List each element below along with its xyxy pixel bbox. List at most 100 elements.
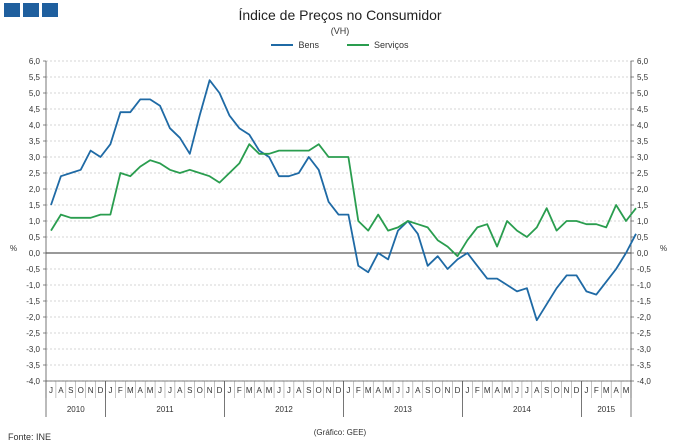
y-tick-label-left: 5,0 — [29, 89, 41, 98]
chart-subtitle: (VH) — [330, 26, 350, 36]
x-tick-label-month: D — [98, 386, 104, 395]
y-tick-label-right: 3,0 — [637, 153, 649, 162]
y-tick-label-left: 2,0 — [29, 185, 41, 194]
y-tick-label-left: 4,0 — [29, 121, 41, 130]
y-tick-label-left: -3,5 — [26, 361, 40, 370]
y-tick-label-right: -1,0 — [637, 281, 651, 290]
x-tick-label-year: 2014 — [513, 405, 531, 414]
x-tick-label-month: S — [68, 386, 73, 395]
y-tick-label-right: 3,5 — [637, 137, 649, 146]
logo-square-icon — [42, 3, 58, 17]
x-tick-label-month: J — [396, 386, 400, 395]
x-tick-label-year: 2010 — [67, 405, 85, 414]
y-tick-label-right: 5,5 — [637, 73, 649, 82]
y-tick-label-left: 0,0 — [29, 249, 41, 258]
legend-swatch-servicos — [347, 44, 369, 46]
x-tick-label-month: F — [594, 386, 599, 395]
x-tick-label-month: A — [296, 386, 302, 395]
x-tick-label-month: D — [336, 386, 342, 395]
x-tick-label-month: J — [277, 386, 281, 395]
logo-square-icon — [4, 3, 20, 17]
legend-swatch-bens — [271, 44, 294, 46]
x-tick-label-month: D — [574, 386, 580, 395]
x-tick-label-month: S — [306, 386, 311, 395]
x-tick-label-month: A — [415, 386, 421, 395]
y-axis-label-right: % — [660, 244, 667, 253]
x-tick-label-month: M — [127, 386, 134, 395]
y-tick-label-right: 2,0 — [637, 185, 649, 194]
legend-item-servicos: Serviços — [347, 40, 409, 50]
x-tick-label-month: F — [237, 386, 242, 395]
x-tick-label-year: 2015 — [597, 405, 615, 414]
x-tick-label-month: A — [494, 386, 500, 395]
x-tick-label-year: 2013 — [394, 405, 412, 414]
chart-credit: (Gráfico: GEE) — [313, 428, 367, 437]
x-tick-label-month: O — [554, 386, 560, 395]
series-line-bens — [50, 79, 637, 322]
x-tick-label-month: O — [316, 386, 322, 395]
x-tick-label-month: M — [385, 386, 392, 395]
logo-square-icon — [23, 3, 39, 17]
x-tick-label-month: S — [544, 386, 549, 395]
y-tick-label-right: 1,0 — [637, 217, 649, 226]
y-tick-label-left: -2,5 — [26, 329, 40, 338]
x-tick-label-month: S — [425, 386, 430, 395]
x-tick-label-month: J — [346, 386, 350, 395]
y-tick-label-right: -4,0 — [637, 377, 651, 386]
x-tick-label-month: O — [78, 386, 84, 395]
x-tick-label-month: A — [177, 386, 183, 395]
y-tick-label-right: 5,0 — [637, 89, 649, 98]
x-tick-label-month: A — [138, 386, 144, 395]
y-tick-label-left: 5,5 — [29, 73, 41, 82]
x-tick-label-month: M — [484, 386, 491, 395]
x-tick-label-month: A — [534, 386, 540, 395]
x-tick-label-month: J — [287, 386, 291, 395]
x-tick-label-month: J — [584, 386, 588, 395]
x-tick-label-month: M — [266, 386, 273, 395]
ine-logo — [4, 3, 58, 17]
y-tick-label-right: 4,5 — [637, 105, 649, 114]
x-tick-label-month: N — [564, 386, 570, 395]
y-tick-label-right: 0,0 — [637, 249, 649, 258]
legend-item-bens: Bens — [271, 40, 319, 50]
y-axis-label-left: % — [10, 244, 17, 253]
x-tick-label-month: J — [465, 386, 469, 395]
x-tick-label-month: M — [365, 386, 372, 395]
x-tick-label-month: A — [58, 386, 64, 395]
y-tick-label-left: -2,0 — [26, 313, 40, 322]
x-tick-label-month: M — [246, 386, 253, 395]
y-tick-label-right: 0,5 — [637, 233, 649, 242]
x-tick-label-month: M — [603, 386, 610, 395]
y-tick-label-left: 1,0 — [29, 217, 41, 226]
y-tick-label-right: -2,5 — [637, 329, 651, 338]
y-tick-label-right: -3,5 — [637, 361, 651, 370]
legend-label-bens: Bens — [298, 40, 319, 50]
x-tick-label-month: D — [217, 386, 223, 395]
x-tick-label-month: N — [326, 386, 332, 395]
x-tick-label-month: J — [406, 386, 410, 395]
series-line-servicos — [50, 143, 637, 258]
y-tick-label-left: -3,0 — [26, 345, 40, 354]
x-tick-label-month: J — [227, 386, 231, 395]
x-tick-label-month: J — [515, 386, 519, 395]
y-tick-label-left: -4,0 — [26, 377, 40, 386]
x-tick-label-month: N — [207, 386, 213, 395]
x-tick-label-month: J — [168, 386, 172, 395]
x-tick-label-month: J — [108, 386, 112, 395]
x-tick-label-year: 2011 — [156, 405, 174, 414]
y-tick-label-left: 4,5 — [29, 105, 41, 114]
y-tick-label-right: 1,5 — [637, 201, 649, 210]
x-tick-label-month: A — [257, 386, 263, 395]
y-tick-label-right: 4,0 — [637, 121, 649, 130]
x-tick-label-month: S — [187, 386, 192, 395]
y-tick-label-left: -1,5 — [26, 297, 40, 306]
x-tick-label-month: N — [88, 386, 94, 395]
y-tick-label-left: 3,0 — [29, 153, 41, 162]
x-tick-label-month: O — [197, 386, 203, 395]
y-tick-label-right: -0,5 — [637, 265, 651, 274]
y-tick-label-right: -3,0 — [637, 345, 651, 354]
x-tick-label-month: A — [613, 386, 619, 395]
x-tick-label-month: J — [158, 386, 162, 395]
y-tick-label-left: 3,5 — [29, 137, 41, 146]
